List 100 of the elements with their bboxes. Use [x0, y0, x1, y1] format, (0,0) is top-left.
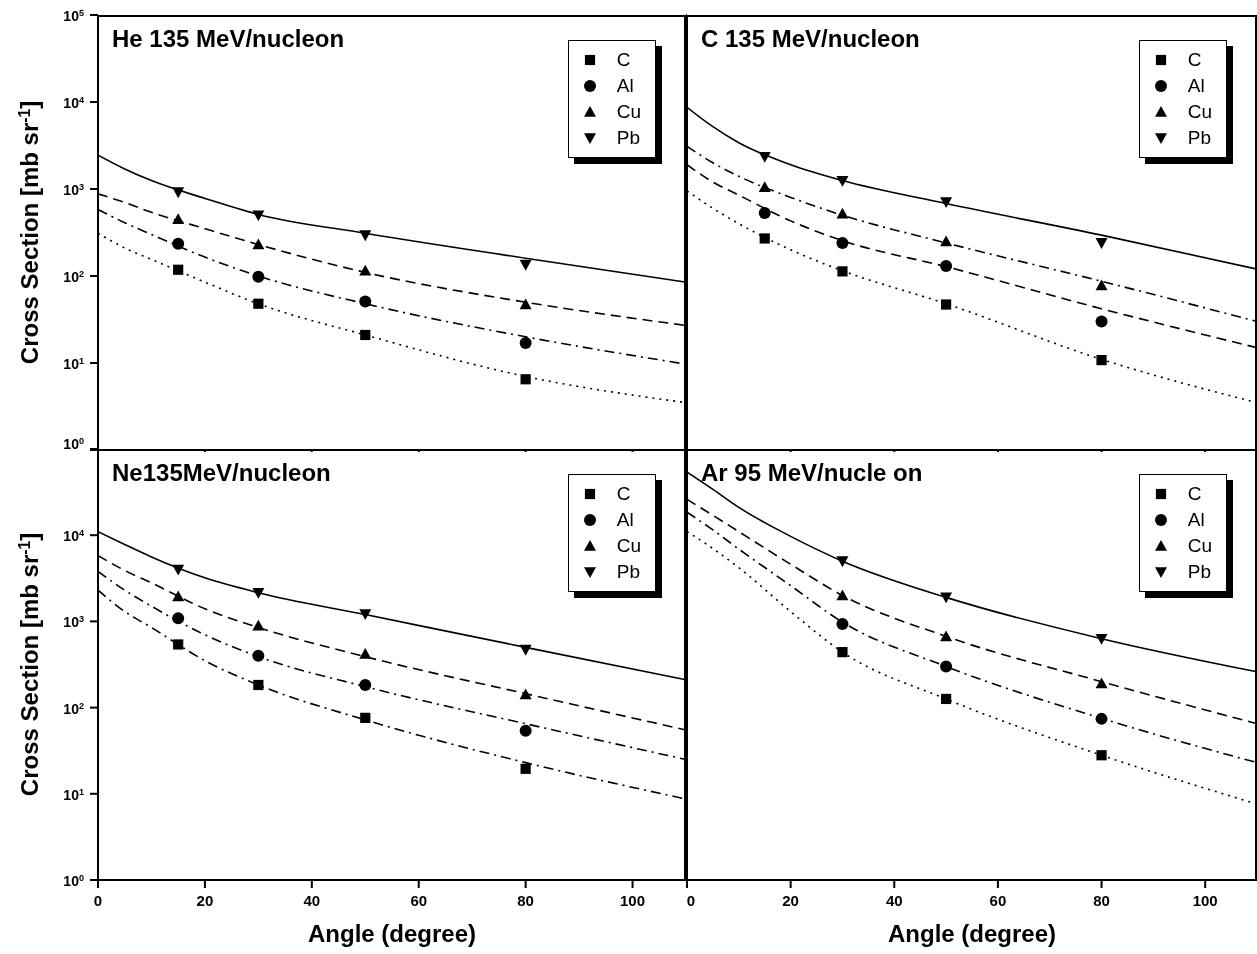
point [1096, 750, 1107, 761]
legend-label: Pb [616, 127, 640, 149]
point [1095, 315, 1108, 328]
legend-label: C [1187, 49, 1202, 71]
legend-label: Pb [616, 561, 640, 583]
point [172, 187, 185, 199]
point [359, 264, 372, 276]
point [360, 712, 371, 723]
point [360, 329, 371, 341]
point [359, 230, 372, 242]
legend-label: Pb [1187, 127, 1211, 149]
point [1095, 677, 1108, 689]
point [359, 647, 372, 659]
x-tick-label: 20 [196, 892, 214, 909]
point [1095, 633, 1108, 645]
point [940, 660, 953, 673]
point [359, 295, 372, 308]
point [173, 264, 184, 275]
point [1096, 354, 1107, 366]
point [1095, 279, 1108, 291]
point [253, 679, 264, 691]
x-tick-label: 60 [410, 892, 428, 909]
x-tick-label: 80 [1093, 892, 1110, 909]
point [940, 197, 953, 208]
chart-title: Ar 95 MeV/nucle on [701, 459, 923, 487]
x-tick-label: 100 [1192, 892, 1218, 909]
point [758, 206, 771, 219]
x-tick-label: 60 [989, 892, 1007, 909]
x-tick-label: 80 [517, 892, 534, 909]
legend-label: Al [1187, 509, 1205, 531]
point [252, 210, 265, 222]
y-tick-label: 10$^{2}$ [63, 700, 84, 717]
point [836, 556, 849, 568]
point [940, 693, 952, 705]
point [252, 649, 265, 662]
x-axis-title: Angle (degree) [887, 920, 1057, 947]
point [837, 647, 848, 658]
legend-label: C [616, 49, 631, 71]
point [519, 336, 532, 349]
point [252, 587, 265, 599]
point [836, 589, 849, 601]
point [359, 609, 372, 620]
point [940, 260, 953, 273]
point [519, 298, 532, 310]
point [836, 176, 849, 187]
point [519, 688, 532, 700]
point [252, 270, 265, 283]
legend-label: Al [616, 509, 634, 531]
y-tick-label: 10$^{4}$ [63, 528, 85, 545]
x-tick-label: 0 [686, 892, 696, 909]
x-tick-label: 40 [885, 892, 903, 909]
chart-title: Ne135MeV/nucleon [112, 459, 331, 487]
point [252, 238, 265, 250]
y-tick-label: 10$^{1}$ [63, 356, 84, 372]
x-tick-label: 40 [303, 892, 321, 909]
point [940, 235, 953, 247]
point [837, 266, 848, 277]
y-tick-label: 10$^{5}$ [63, 8, 84, 24]
legend-label: C [616, 483, 631, 505]
legend-label: Cu [1187, 101, 1212, 123]
legend-label: C [1187, 483, 1202, 505]
legend-label: Al [616, 75, 634, 97]
chart-title: C 135 MeV/nucleon [701, 25, 920, 53]
y-tick-label: 10$^{2}$ [63, 269, 84, 285]
x-tick-label: 0 [93, 892, 103, 909]
x-tick-label: 20 [782, 892, 799, 909]
y-tick-label: 10$^{3}$ [63, 182, 84, 198]
legend-label: Cu [1187, 535, 1212, 557]
point [519, 724, 532, 737]
point [836, 236, 849, 249]
point [172, 237, 185, 250]
point [172, 564, 185, 576]
point [172, 590, 185, 602]
point [759, 233, 770, 244]
point [172, 612, 185, 625]
legend-label: Cu [616, 535, 641, 557]
point [173, 639, 184, 650]
point [758, 181, 771, 192]
point [520, 374, 531, 385]
point [519, 259, 532, 271]
y-tick-label: 10$^{0}$ [63, 436, 84, 452]
y-tick-label: 10$^{0}$ [63, 873, 84, 889]
y-tick-label: 10$^{3}$ [63, 614, 84, 631]
point [758, 151, 771, 163]
point [1095, 712, 1108, 725]
x-tick-label: 100 [620, 892, 646, 909]
point [940, 299, 952, 310]
point [836, 618, 849, 631]
point [940, 592, 953, 604]
point [253, 298, 264, 309]
chart-title: He 135 MeV/nucleon [112, 25, 345, 53]
legend-label: Cu [616, 101, 641, 123]
legend-label: Al [1187, 75, 1205, 97]
point [172, 213, 185, 224]
point [836, 207, 849, 219]
point [1095, 238, 1108, 249]
point [252, 619, 265, 631]
y-tick-label: 10$^{4}$ [63, 95, 85, 111]
legend-label: Pb [1187, 561, 1211, 583]
point [519, 644, 532, 656]
